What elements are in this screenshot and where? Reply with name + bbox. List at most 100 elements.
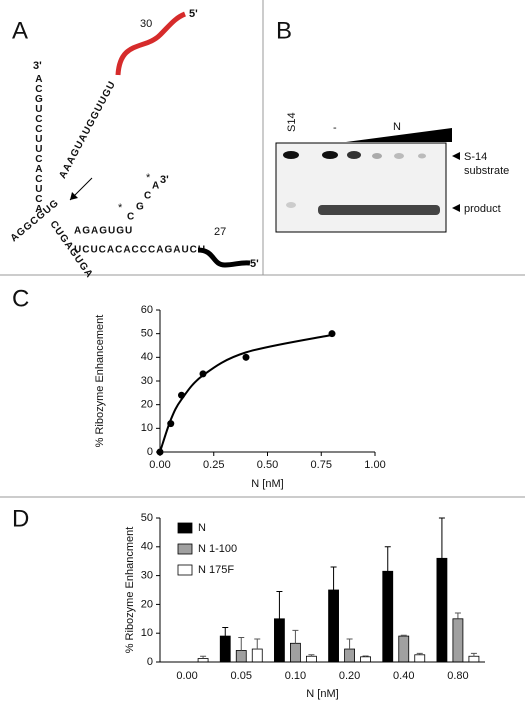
legend-swatch <box>177 543 193 555</box>
legend-label: N 1-100 <box>198 543 237 555</box>
x-tick-label: 0.80 <box>447 670 468 682</box>
band-label: substrate <box>464 165 509 177</box>
error-bar <box>384 546 391 572</box>
x-tick-label: 0.25 <box>203 459 224 471</box>
error-bar <box>200 655 207 659</box>
bar <box>197 658 209 663</box>
y-tick-label: 0 <box>147 656 153 668</box>
rna-strand: ACGUCCUUCACUCA <box>33 74 44 214</box>
y-tick-label: 30 <box>141 570 153 582</box>
y-tick-label: 0 <box>147 446 153 458</box>
band <box>394 153 404 159</box>
y-tick-label: 40 <box>141 541 153 553</box>
fit-curve <box>159 333 333 453</box>
y-tick-label: 10 <box>141 627 153 639</box>
error-bar <box>438 517 445 559</box>
y-tick-label: 20 <box>141 598 153 610</box>
x-tick-label: 0.05 <box>231 670 252 682</box>
x-tick-label: 1.00 <box>364 459 385 471</box>
marker <box>452 152 460 160</box>
error-bar <box>416 652 423 655</box>
panel-letter: C <box>12 285 29 312</box>
error-bar <box>400 634 407 637</box>
lane-label: - <box>333 122 337 134</box>
y-tick-label: 40 <box>141 351 153 363</box>
bar <box>452 618 464 663</box>
strand-end: 3' <box>33 60 42 72</box>
rna-strand: AAAGUAUGGUUGU <box>57 79 118 181</box>
bar <box>398 635 410 663</box>
y-axis-label: % Ribozyme Enhancment <box>124 527 136 654</box>
rna-base: G <box>136 202 145 213</box>
data-point <box>242 353 250 361</box>
y-axis-label: % Ribozyme Enhancement <box>94 315 106 448</box>
error-bar <box>254 638 261 650</box>
rna-base: C <box>144 191 152 202</box>
x-axis-label: N [nM] <box>306 688 338 700</box>
bar <box>274 618 285 663</box>
y-tick-label: 10 <box>141 422 153 434</box>
bar <box>251 648 263 663</box>
data-point <box>199 370 207 378</box>
x-tick-label: 0.20 <box>339 670 360 682</box>
error-bar <box>222 626 229 637</box>
legend-swatch <box>177 522 193 534</box>
tail-length: 27 <box>214 226 226 238</box>
mark-star: * <box>146 172 151 184</box>
y-tick-label: 30 <box>141 375 153 387</box>
band-label: product <box>464 203 501 215</box>
strand-end: 3' <box>160 174 169 186</box>
bar <box>468 655 480 663</box>
tail-length: 30 <box>140 18 152 30</box>
error-bar <box>346 638 353 650</box>
data-point <box>167 420 175 428</box>
error-bar <box>292 629 299 644</box>
tail-red <box>115 11 187 76</box>
x-tick-label: 0.10 <box>285 670 306 682</box>
bar <box>290 642 301 663</box>
x-tick-label: 0.00 <box>149 459 170 471</box>
marker <box>452 204 460 212</box>
x-tick-label: 0.75 <box>311 459 332 471</box>
gel <box>275 142 447 233</box>
band <box>322 151 338 159</box>
legend-label: N <box>198 522 206 534</box>
bar <box>219 635 231 663</box>
gradient-wedge <box>346 128 452 142</box>
x-tick-label: 0.40 <box>393 670 414 682</box>
tail-end: 5' <box>250 258 259 270</box>
mark-star: * <box>118 202 123 214</box>
y-tick-label: 50 <box>141 512 153 524</box>
x-tick-label: 0.50 <box>257 459 278 471</box>
bar <box>414 654 426 663</box>
error-bar <box>330 566 337 590</box>
panel-b: B S14 - N S-14 substrate product <box>275 17 509 233</box>
band <box>283 151 299 159</box>
bar <box>235 650 247 663</box>
data-point <box>156 448 164 456</box>
y-tick-label: 20 <box>141 399 153 411</box>
tail-black <box>197 247 251 268</box>
error-bar <box>470 652 477 657</box>
panel-letter: D <box>12 505 29 532</box>
product-band <box>318 205 440 215</box>
bar <box>306 655 317 663</box>
rna-strand: AGAGUGU <box>74 226 133 237</box>
legend-swatch <box>177 564 193 576</box>
x-axis-label: N [nM] <box>251 478 283 490</box>
rna-strand: UCUCACACCCAGAUCU <box>74 245 206 256</box>
arrow-head <box>70 192 78 200</box>
data-point <box>328 330 336 338</box>
rna-base: C <box>127 212 135 223</box>
error-bar <box>276 590 283 619</box>
bar <box>360 656 371 663</box>
lane-label: S14 <box>286 112 298 132</box>
rna-base: A <box>152 181 160 192</box>
data-point <box>178 391 185 399</box>
band <box>347 151 361 159</box>
panel-letter: A <box>12 17 28 44</box>
tail-end: 5' <box>189 8 198 20</box>
x-tick-label: 0.00 <box>176 670 197 682</box>
error-bar <box>454 612 461 619</box>
